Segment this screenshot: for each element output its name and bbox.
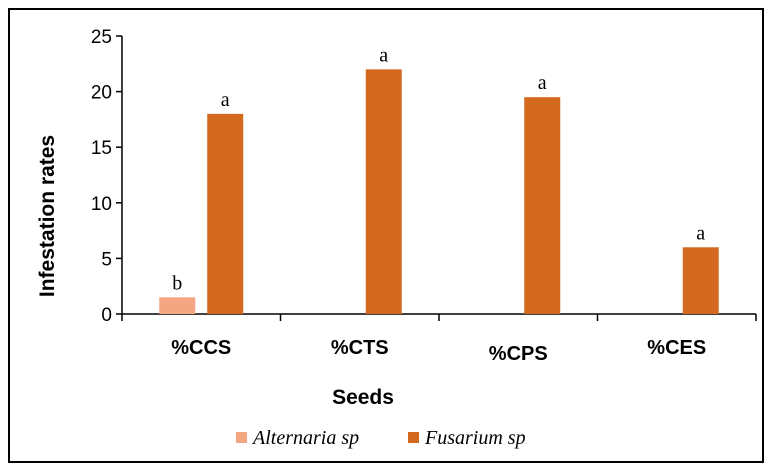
bar-alternaria-ccs <box>159 297 196 314</box>
y-tick-label: 5 <box>101 249 112 270</box>
bar-fusarium-ces <box>682 247 719 314</box>
y-tick-label: 25 <box>91 27 112 48</box>
legend-label-fusarium: Fusarium sp <box>424 427 526 449</box>
y-axis-title: Infestation rates <box>36 135 59 297</box>
category-label: %CCS <box>171 337 231 359</box>
legend: Alternaria sp Fusarium sp <box>236 427 526 449</box>
category-labels: %CCS %CTS %CPS %CES <box>171 337 706 365</box>
bar-fusarium-ccs <box>207 113 244 314</box>
data-labels: b a a a a <box>172 44 705 294</box>
x-axis <box>121 313 757 321</box>
category-label: %CES <box>647 337 706 359</box>
category-label: %CPS <box>489 343 548 365</box>
legend-label-alternaria: Alternaria sp <box>251 427 359 449</box>
bar-fusarium-cts <box>365 69 402 314</box>
y-tick-label: 20 <box>91 83 112 104</box>
x-axis-title: Seeds <box>332 386 394 409</box>
y-tick-label: 15 <box>91 138 112 159</box>
legend-swatch-fusarium <box>408 432 419 443</box>
y-axis: 0 5 10 15 20 25 <box>91 27 123 326</box>
bar-data-label: a <box>221 89 230 111</box>
bar-data-label: a <box>696 222 705 244</box>
y-tick-label: 10 <box>91 194 112 215</box>
bars <box>159 69 719 314</box>
legend-swatch-alternaria <box>236 432 247 443</box>
bar-data-label: a <box>538 72 547 94</box>
bar-data-label: b <box>172 272 182 294</box>
bar-data-label: a <box>379 44 388 66</box>
y-tick-label: 0 <box>101 305 112 326</box>
category-label: %CTS <box>331 337 389 359</box>
bar-fusarium-cps <box>524 97 561 314</box>
